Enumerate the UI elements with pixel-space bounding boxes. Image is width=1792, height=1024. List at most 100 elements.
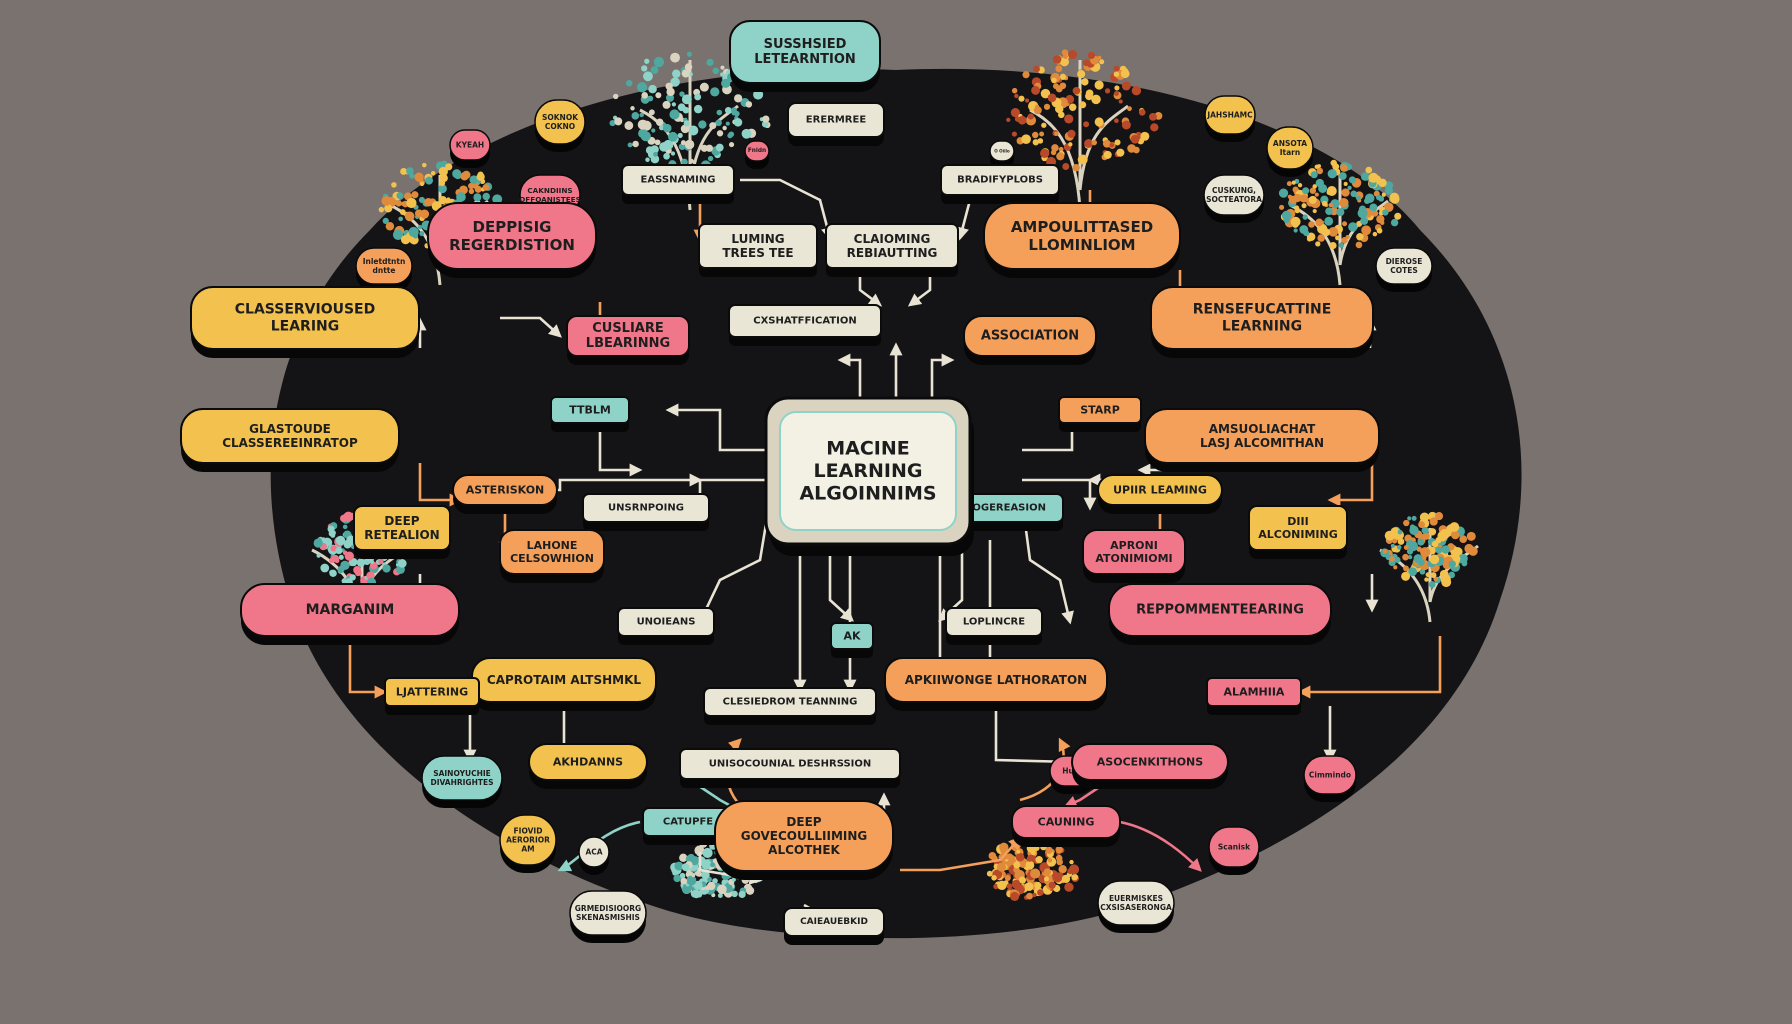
node-n31[interactable]: CAPROTAIM ALTSHMKL [471,657,657,711]
node-n03[interactable]: EASSNAMING [621,164,735,204]
node-text-line: ASTERISKON [466,484,545,497]
node-n04[interactable]: BRADIFYPLOBS [940,164,1060,204]
node-text-line: CXSHATFFICATION [753,316,857,327]
node-n02[interactable]: ERERMREE [787,102,885,146]
node-n11[interactable]: CXSHATFFICATION [728,304,882,346]
node-n26[interactable]: MARGANIM [240,583,460,645]
node-text-line: COKNO [545,122,575,131]
node-text-line: dntte [373,266,396,275]
node-n34[interactable]: CLESIEDROM TEANNING [703,687,877,725]
node-text-line: LEARNING [814,460,923,482]
connector-2 [837,353,862,400]
node-n15[interactable]: STARP [1058,396,1142,432]
badge-b13[interactable]: ACA [578,836,610,875]
node-text-line: DIEROSE [1386,257,1423,266]
node-text-line: CLASSEREEINRATOP [222,436,358,450]
node-n12[interactable]: ASSOCIATION [963,315,1097,365]
tree-top-right [1006,49,1163,211]
node-text-line: AK [843,630,861,643]
badge-b08[interactable]: CUSKUNG,SOCTEATORA [1203,174,1265,223]
node-n36[interactable]: AKHDANNS [528,743,648,789]
node-text-line: SOCTEATORA [1206,195,1262,204]
node-n38[interactable]: ASOCENKITHONS [1071,743,1229,789]
node-text-line: CELSOWHION [510,552,594,565]
node-text-line: KYEAH [456,141,484,150]
node-text-line: OFFOANISTEES [519,195,581,204]
node-n33[interactable]: LJATTERING [384,677,480,715]
connector-43 [1119,820,1202,872]
node-n42[interactable]: CAIEAUEBKID [783,907,885,945]
badge-b17[interactable]: Cimmindo [1303,755,1357,802]
node-text-line: LBEARINNG [586,336,670,351]
badge-b16[interactable]: Scanisk [1208,826,1260,875]
badge-b06[interactable]: JAHSHAMC [1204,95,1256,142]
node-text-line: LEARING [271,318,340,334]
node-text-line: CLAIOMING [854,232,931,246]
node-n28[interactable]: AK [830,622,874,658]
node-text-line: DIII [1287,515,1308,528]
node-n35[interactable]: ALAMHIIA [1206,677,1302,715]
node-text-line: LJATTERING [396,686,468,699]
node-n19[interactable]: UPIIR LEAMING [1097,474,1223,514]
node-n39[interactable]: CATUPFE [642,807,734,845]
node-text-line: CLASSERVIOUSED [235,302,376,318]
node-n29[interactable]: LOPLINCRE [945,607,1043,645]
node-n32[interactable]: APKIIWONGE LATHORATON [884,657,1108,711]
node-text-line: SKENASMISHIS [576,913,640,922]
connector-27 [1327,463,1374,507]
node-text-line: REGERDISTION [449,236,575,254]
node-n18[interactable]: ASTERISKON [452,474,558,514]
bush-bottom-right [986,840,1080,901]
badge-b02[interactable]: KYEAH [449,129,491,168]
node-text-line: AMSUOLIACHAT [1209,422,1316,436]
node-text-line: ALCONIMING [1258,528,1338,541]
node-n41[interactable]: CAUNING [1011,805,1121,847]
node-text-line: ASOCENKITHONS [1097,756,1203,769]
node-text-line: CXSISASERONGA [1100,903,1172,912]
node-n14[interactable]: TTBLM [550,396,630,432]
tree-decorations [311,49,1479,901]
tree-right [1278,159,1402,286]
node-text-line: TTBLM [569,404,611,417]
node-text-line: SUSSHSIED [764,37,847,52]
node-text-line: STARP [1080,404,1120,417]
node-n37[interactable]: UNISOCOUNIAL DESHRSSION [679,748,901,788]
node-text-line: CAUNING [1038,816,1095,829]
node-text-line: LAHONE [527,539,578,552]
node-n30[interactable]: REPPOMMENTEEARING [1108,583,1332,645]
node-n27[interactable]: UNOIEANS [617,607,715,645]
node-n20[interactable]: UNSRNPOING [582,493,710,531]
node-text-line: AKHDANNS [553,756,623,769]
badge-b04[interactable]: Fnidn [744,140,770,169]
node-text-line: EUERMISKES [1109,894,1163,903]
node-text-line: FIOVID [514,827,543,836]
node-text-line: CAKNDIINS [527,186,572,195]
node-text-line: REPPOMMENTEEARING [1136,603,1304,618]
node-text-line: UNISOCOUNIAL DESHRSSION [709,759,872,770]
